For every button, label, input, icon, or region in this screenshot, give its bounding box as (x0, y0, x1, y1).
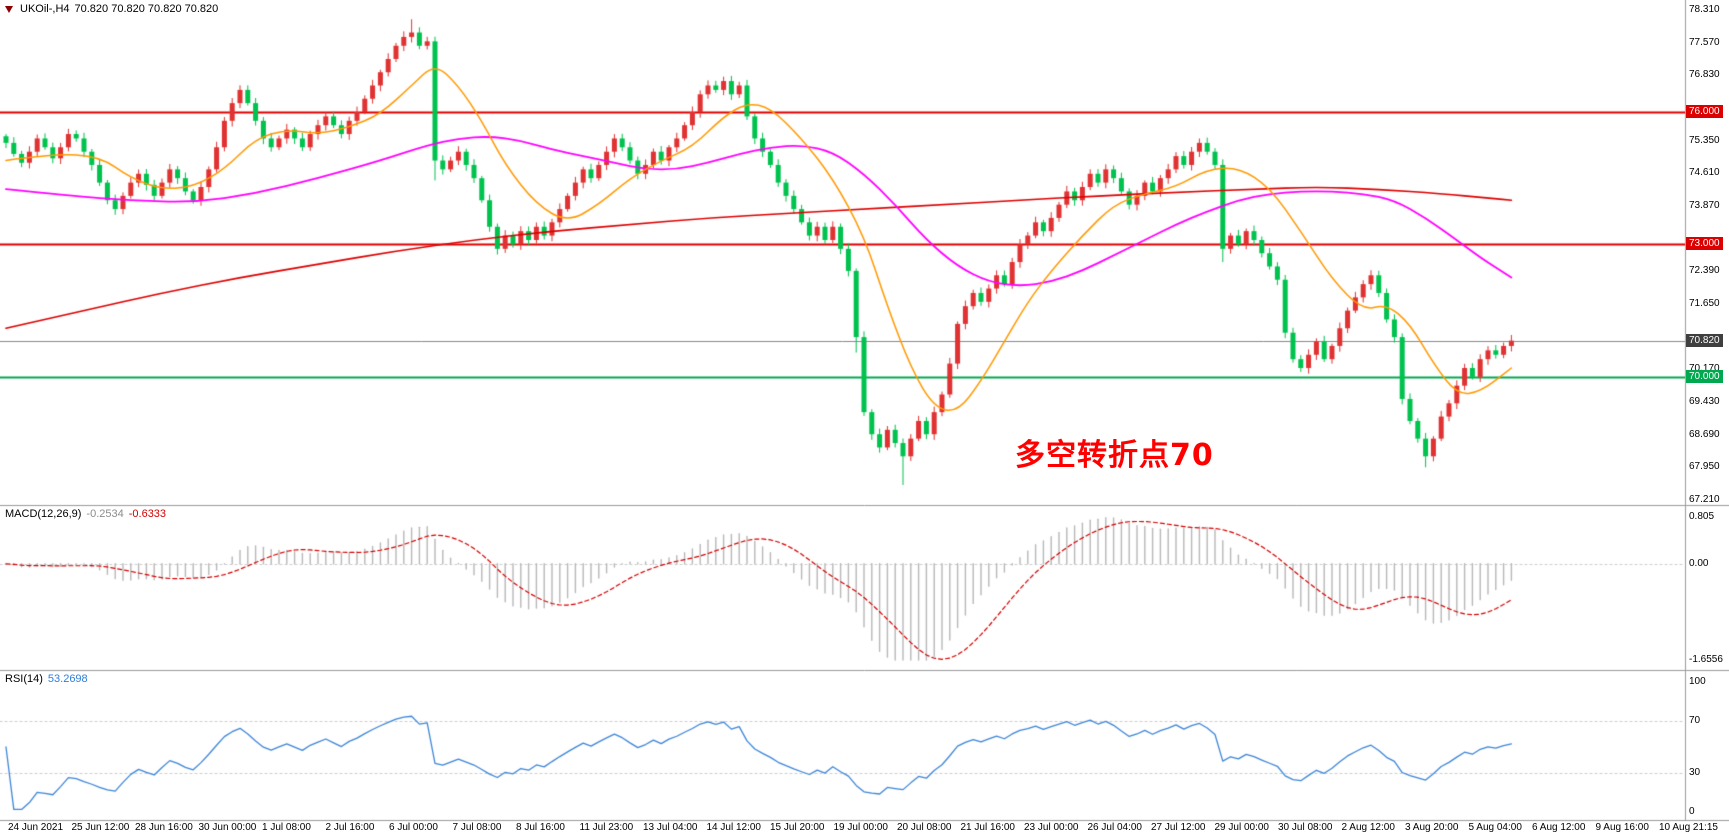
rsi-header: RSI(14) 53.2698 (5, 673, 88, 685)
macd-signal-value: -0.6333 (128, 508, 167, 520)
time-axis-label: 11 Jul 23:00 (579, 822, 634, 833)
price-tick-label: 70.170 (1689, 363, 1720, 374)
macd-main-value: -0.2534 (86, 508, 124, 520)
time-axis-label: 2 Jul 16:00 (325, 822, 375, 833)
time-axis-label: 20 Jul 08:00 (897, 822, 952, 833)
time-axis-label: 9 Aug 16:00 (1595, 822, 1649, 833)
time-axis-label: 24 Jun 2021 (8, 822, 64, 833)
time-axis-label: 5 Aug 04:00 (1468, 822, 1522, 833)
symbol-marker-icon (5, 5, 13, 13)
time-axis-label: 10 Aug 21:15 (1659, 822, 1718, 833)
time-axis-label: 29 Jul 00:00 (1214, 822, 1270, 833)
price-tick-label: 76.830 (1689, 69, 1720, 80)
macd-label: MACD(12,26,9) (5, 508, 82, 520)
ohlc-readout: 70.820 70.820 70.820 70.820 (74, 3, 219, 15)
rsi-value: 53.2698 (47, 673, 88, 685)
price-tick-label: 74.610 (1689, 167, 1720, 178)
time-axis-label: 8 Jul 16:00 (516, 822, 565, 833)
time-axis-label: 25 Jun 12:00 (71, 822, 130, 833)
rsi-tick-label: 0 (1689, 806, 1695, 817)
price-tick-label: 77.570 (1689, 37, 1720, 48)
current-price-badge: 70.820 (1686, 334, 1723, 347)
time-axis-label: 21 Jul 16:00 (960, 822, 1016, 833)
time-axis-label: 26 Jul 04:00 (1087, 822, 1143, 833)
time-axis-label: 13 Jul 04:00 (643, 822, 698, 833)
price-tick-label: 75.350 (1689, 135, 1720, 146)
price-level-badge-resistance: 76.000 (1686, 105, 1723, 118)
rsi-label: RSI(14) (5, 673, 43, 685)
time-axis-label: 7 Jul 08:00 (452, 822, 502, 833)
price-tick-label: 73.870 (1689, 200, 1720, 211)
price-tick-label: 69.430 (1689, 396, 1720, 407)
chart-annotation-text[interactable]: 多空转折点70 (1015, 438, 1214, 473)
rsi-tick-label: 100 (1689, 676, 1706, 687)
time-axis-label: 3 Aug 20:00 (1405, 822, 1459, 833)
time-axis-label: 14 Jul 12:00 (706, 822, 762, 833)
time-axis-label: 2 Aug 12:00 (1341, 822, 1395, 833)
price-tick-label: 78.310 (1689, 4, 1720, 15)
time-axis-label: 19 Jul 00:00 (833, 822, 889, 833)
time-axis-label: 15 Jul 20:00 (770, 822, 825, 833)
time-axis-label: 23 Jul 00:00 (1024, 822, 1079, 833)
time-axis-label: 30 Jun 00:00 (198, 822, 257, 833)
price-tick-label: 68.690 (1689, 429, 1720, 440)
price-tick-label: 67.210 (1689, 494, 1720, 505)
time-axis-label: 6 Aug 12:00 (1532, 822, 1586, 833)
time-axis-label: 27 Jul 12:00 (1151, 822, 1206, 833)
chart-header: UKOil-,H4 70.820 70.820 70.820 70.820 (5, 3, 218, 15)
rsi-tick-label: 70 (1689, 715, 1701, 726)
time-axis-label: 28 Jun 16:00 (135, 822, 193, 833)
time-axis-label: 6 Jul 00:00 (389, 822, 438, 833)
price-level-badge-support: 70.000 (1686, 370, 1723, 383)
macd-header: MACD(12,26,9) -0.2534 -0.6333 (5, 508, 166, 520)
symbol-period-label: UKOil-,H4 (20, 3, 70, 15)
price-tick-label: 67.950 (1689, 461, 1720, 472)
price-tick-label: 71.650 (1689, 298, 1720, 309)
macd-tick-label: 0.805 (1689, 511, 1715, 522)
time-axis-label: 1 Jul 08:00 (262, 822, 311, 833)
rsi-tick-label: 30 (1689, 767, 1701, 778)
macd-tick-label: -1.6556 (1689, 654, 1723, 665)
price-tick-label: 72.390 (1689, 265, 1720, 276)
time-axis-label: 30 Jul 08:00 (1278, 822, 1333, 833)
macd-tick-label: 0.00 (1689, 558, 1709, 569)
price-level-badge-resistance: 73.000 (1686, 237, 1723, 250)
